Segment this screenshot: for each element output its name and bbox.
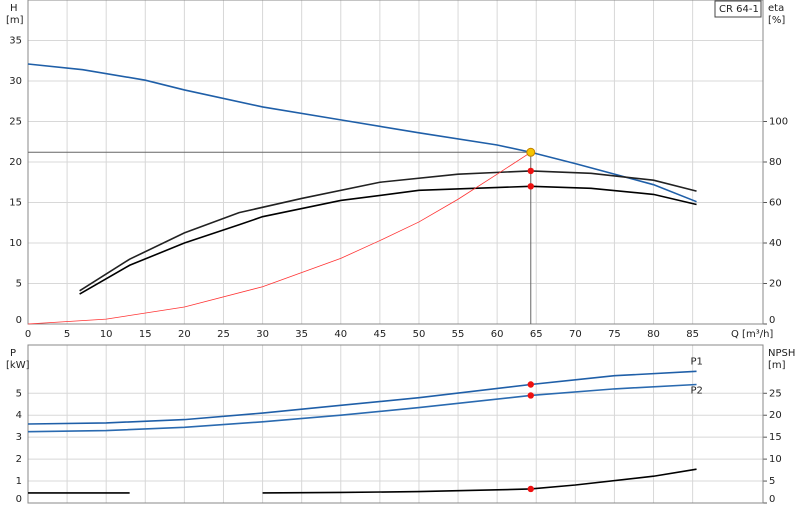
y2-tick-label: 80 [769,157,782,168]
y-tick-label: 10 [9,238,22,249]
y-tick-label: 2 [16,454,22,465]
y-tick-label: 5 [16,279,22,290]
y-tick-label: 0 [16,494,22,505]
x-tick-label: 55 [452,329,465,340]
curve [27,151,531,325]
x-tick-label: 50 [413,329,426,340]
y2-tick-label: 60 [769,198,782,209]
x-tick-label: 35 [295,329,308,340]
x-tick-label: 85 [686,329,699,340]
y2-axis-title: NPSH [768,348,795,359]
curve [79,170,697,292]
x-axis-title: Q [m³/h] [731,329,773,340]
y-tick-label: 5 [16,388,22,399]
y2-tick-label: 100 [769,117,788,128]
plot-frame [27,0,764,325]
y-axis-unit: [m] [6,15,24,26]
y-tick-label: 35 [9,36,22,47]
operating-point [527,167,534,175]
x-tick-label: 70 [569,329,582,340]
x-tick-label: 65 [530,329,543,340]
curve [27,370,697,425]
legend-box [714,0,762,18]
x-tick-label: 40 [334,329,347,340]
y2-tick-label: 10 [769,454,782,465]
operating-point [527,183,534,190]
y-tick-label: 1 [16,476,22,487]
curve [79,185,697,295]
x-tick-label: 0 [25,329,31,340]
legend-label: CR 64-1 [719,4,759,15]
x-tick-label: 60 [491,329,504,340]
curve [28,468,697,494]
y2-axis-title: eta [768,3,784,14]
x-tick-label: 15 [139,329,152,340]
curve [27,383,697,433]
x-tick-label: 80 [647,329,660,340]
y2-tick-label: 25 [769,388,782,399]
curve [27,63,697,203]
y2-tick-label: 0 [769,494,775,505]
series-label: P2 [691,386,703,397]
y-axis-unit: [kW] [6,360,30,371]
x-tick-label: 5 [64,329,70,340]
y2-tick-label: 15 [769,432,782,443]
y-tick-label: 15 [9,198,22,209]
y2-tick-label: 20 [769,410,782,421]
y2-tick-label: 0 [769,315,775,326]
x-tick-label: 75 [608,329,621,340]
y-tick-label: 4 [16,410,22,421]
x-tick-label: 45 [373,329,386,340]
x-tick-label: 20 [178,329,191,340]
x-tick-label: 10 [100,329,113,340]
operating-point [527,485,534,493]
y-tick-label: 3 [16,432,22,443]
y2-tick-label: 5 [769,476,775,487]
y2-tick-label: 40 [769,238,782,249]
x-tick-label: 25 [217,329,230,340]
y2-axis-unit: [m] [768,360,786,371]
y-tick-label: 0 [16,315,22,326]
y-axis-title: P [10,348,16,359]
y-tick-label: 25 [9,117,22,128]
series-label: P1 [691,356,703,367]
y2-axis-unit: [%] [768,15,785,26]
x-tick-label: 30 [256,329,269,340]
operating-point [527,381,534,388]
y-tick-label: 20 [9,157,22,168]
operating-point [527,392,534,399]
y-axis-title: H [10,3,18,14]
y-tick-label: 30 [9,76,22,87]
duty-point [526,147,536,157]
y2-tick-label: 20 [769,279,782,290]
